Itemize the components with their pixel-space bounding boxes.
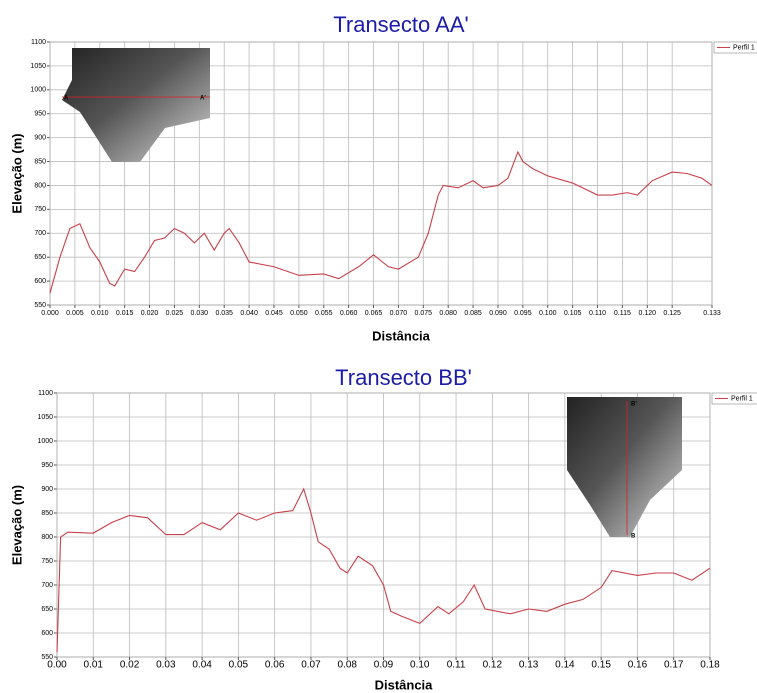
x-tick-label: 0.100 [539,310,557,317]
x-tick-label: 0.09 [374,660,394,671]
x-tick-label: 0.01 [84,660,104,671]
chart-title: Transecto BB' [335,365,472,390]
x-tick-label: 0.12 [483,660,503,671]
x-tick-label: 0.133 [703,310,721,317]
x-tick-label: 0.15 [591,660,611,671]
chart: 550 600 650 700 750 800 850 900 950 1000 1050 1100 0… [9,12,757,344]
x-tick-label: 0.030 [191,310,209,317]
x-tick-label: 0.005 [66,310,84,317]
y-tick-label: 700 [41,582,53,589]
y-tick-label: 750 [34,206,46,213]
y-tick-label: 600 [41,630,53,637]
x-tick-label: 0.00 [47,660,67,671]
y-tick-label: 900 [34,134,46,141]
x-tick-label: 0.050 [290,310,308,317]
x-tick-label: 0.110 [589,310,606,317]
legend-label: Perfil 1 [731,395,753,402]
x-tick-label: 0.085 [464,310,482,317]
x-tick-label: 0.075 [415,310,433,317]
x-tick-label: 0.115 [614,310,631,317]
map-label: A' [200,96,206,102]
x-tick-label: 0.020 [141,310,159,317]
x-tick-label: 0.095 [514,310,532,317]
x-tick-label: 0.02 [120,660,140,671]
x-tick-label: 0.040 [240,310,258,317]
y-axis-label: Elevação (m) [9,133,24,213]
x-tick-label: 0.13 [519,660,539,671]
x-tick-label: 0.11 [447,660,466,671]
x-tick-label: 0.10 [410,660,430,671]
x-tick-label: 0.17 [664,660,684,671]
y-tick-label: 900 [41,486,53,493]
x-tick-label: 0.065 [365,310,383,317]
y-tick-label: 550 [34,302,46,309]
x-tick-label: 0.035 [215,310,233,317]
y-tick-label: 650 [34,254,46,261]
x-tick-label: 0.045 [265,310,283,317]
x-tick-label: 0.120 [639,310,657,317]
y-tick-label: 600 [34,278,46,285]
y-tick-label: 700 [34,230,46,237]
y-tick-label: 1000 [37,438,53,445]
y-tick-label: 850 [41,510,53,517]
x-tick-label: 0.06 [265,660,285,671]
map-label: A [64,96,69,102]
y-tick-label: 750 [41,558,53,565]
x-tick-label: 0.18 [700,660,720,671]
x-tick-label: 0.060 [340,310,358,317]
y-tick-label: 650 [41,606,53,613]
y-tick-label: 800 [34,182,46,189]
map-label: B [631,534,636,540]
y-tick-label: 1050 [30,63,46,70]
x-axis-label: Distância [375,677,434,692]
legend-label: Perfil 1 [733,44,755,51]
x-tick-label: 0.03 [156,660,176,671]
y-tick-label: 850 [34,158,46,165]
x-tick-label: 0.025 [166,310,184,317]
page: 550 600 650 700 750 800 850 900 950 1000 1050 1100 0… [0,0,757,693]
y-tick-label: 1050 [37,414,53,421]
y-axis-label: Elevação (m) [9,485,24,565]
x-tick-label: 0.055 [315,310,333,317]
y-tick-label: 1100 [38,390,53,397]
x-tick-label: 0.090 [489,310,507,317]
x-tick-label: 0.105 [564,310,582,317]
x-tick-label: 0.14 [555,660,575,671]
x-tick-label: 0.16 [628,660,648,671]
map-label: B' [631,402,637,408]
y-tick-label: 950 [34,111,46,118]
chart: 5506006507007508008509009501000105011000… [9,365,757,693]
x-tick-label: 0.080 [439,310,457,317]
chart-title: Transecto AA' [333,12,468,37]
y-tick-label: 1100 [31,39,46,46]
x-tick-label: 0.010 [91,310,109,317]
x-tick-label: 0.07 [301,660,321,671]
x-tick-label: 0.125 [663,310,681,317]
x-axis-label: Distância [372,328,431,343]
y-tick-label: 1000 [30,87,46,94]
x-tick-label: 0.04 [192,660,212,671]
x-tick-label: 0.015 [116,310,134,317]
x-tick-label: 0.000 [41,310,59,317]
y-tick-label: 800 [41,534,53,541]
x-tick-label: 0.070 [390,310,408,317]
y-tick-label: 950 [41,462,53,469]
x-tick-label: 0.05 [229,660,249,671]
x-tick-label: 0.08 [337,660,357,671]
